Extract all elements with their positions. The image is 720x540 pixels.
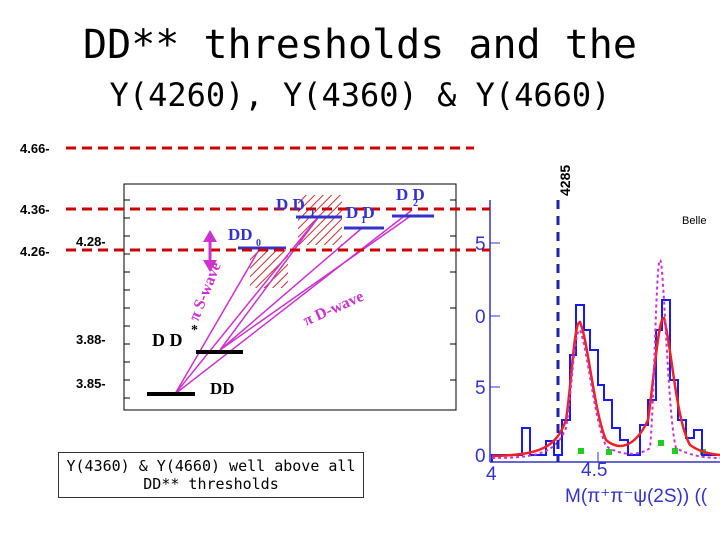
dd1-label: D D: [276, 195, 305, 214]
inset-xlabel: M(π⁺π⁻ψ(2S)) ((: [565, 486, 708, 507]
slide-title-line1: DD** thresholds and the: [83, 22, 637, 68]
dd0-label: DD: [228, 225, 253, 244]
ddstar-star: *: [191, 323, 198, 338]
ddstar-label: D D: [152, 330, 183, 350]
level-label-4-66: 4.66-: [20, 141, 50, 156]
belle-label: Belle: [682, 215, 706, 227]
signal-component-curve: [491, 258, 720, 459]
level-label-4-26: 4.26-: [20, 244, 50, 259]
inset-xtick-4-5: 4.5: [581, 460, 607, 481]
level-label-3-88: 3.88-: [76, 332, 106, 347]
fit-curve: [491, 316, 720, 458]
level-label-4-36: 4.36-: [20, 202, 50, 217]
hatched-region-d0: [250, 250, 288, 288]
background-marker: [606, 449, 612, 455]
double-arrow-icon: [203, 230, 217, 272]
background-marker: [672, 448, 678, 454]
dd1-subscript: 1: [310, 208, 315, 219]
diagram-ticks: [124, 199, 456, 399]
summary-note-line1: Y(4360) & Y(4660) well above all: [66, 457, 356, 475]
slide-title-line2: Y(4260), Y(4360) & Y(4660): [109, 76, 611, 114]
summary-note-box: Y(4360) & Y(4660) well above all DD** th…: [58, 452, 364, 498]
inset-ytick-5-top: 5: [475, 234, 486, 255]
d2d-label: D D: [396, 185, 425, 204]
s-wave-label: π S-wave: [186, 260, 225, 324]
dd-label: DD: [210, 379, 235, 398]
d1d-label: D D: [346, 203, 375, 222]
inset-xtick-4: 4: [486, 464, 497, 485]
hatched-region-d1: [298, 195, 342, 245]
inset-ytick-0-bottom: 0: [475, 446, 486, 467]
inset-ytick-5-bottom: 5: [475, 378, 486, 399]
level-label-4-28: 4.28-: [76, 234, 106, 249]
d-wave-label: π D-wave: [301, 288, 367, 330]
background-marker: [578, 448, 584, 454]
d1d-subscript: 1: [361, 215, 366, 226]
transition-lines: [174, 209, 413, 395]
belle-inset-plot: 5 0 5 0 4 4.5 M(π⁺π⁻ψ(2S)) ((: [475, 200, 720, 507]
background-marker: [658, 440, 664, 446]
dd0-subscript: 0: [256, 238, 261, 249]
level-label-3-85: 3.85-: [76, 376, 106, 391]
mass-4285-label: 4285: [557, 165, 573, 196]
d2d-subscript: 2: [413, 198, 418, 209]
summary-note-line2: DD** thresholds: [143, 475, 279, 493]
diagram-frame: [123, 183, 457, 411]
inset-ytick-0: 0: [475, 307, 486, 328]
